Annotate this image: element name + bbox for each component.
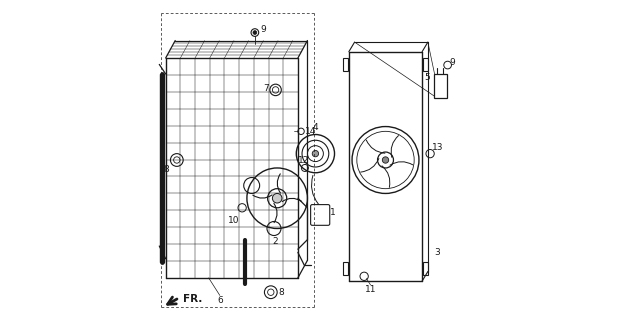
Text: 9: 9 [450, 58, 455, 67]
Circle shape [312, 150, 319, 157]
Text: 5: 5 [425, 73, 430, 82]
Text: FR.: FR. [183, 293, 202, 304]
Circle shape [253, 31, 257, 35]
Circle shape [273, 194, 282, 203]
Text: 3: 3 [434, 248, 440, 257]
Text: 9: 9 [260, 25, 266, 34]
Text: 10: 10 [228, 216, 240, 225]
Text: 13: 13 [432, 143, 443, 152]
Text: 8: 8 [164, 165, 169, 174]
Text: 12: 12 [298, 156, 309, 164]
Text: 14: 14 [305, 127, 316, 136]
Circle shape [382, 157, 389, 163]
Text: 1: 1 [330, 208, 336, 217]
Text: 7: 7 [263, 84, 269, 93]
Text: 8: 8 [278, 288, 284, 297]
Text: 4: 4 [313, 123, 318, 132]
Text: 2: 2 [273, 237, 278, 246]
Text: 11: 11 [365, 284, 377, 293]
Text: 6: 6 [217, 296, 223, 305]
